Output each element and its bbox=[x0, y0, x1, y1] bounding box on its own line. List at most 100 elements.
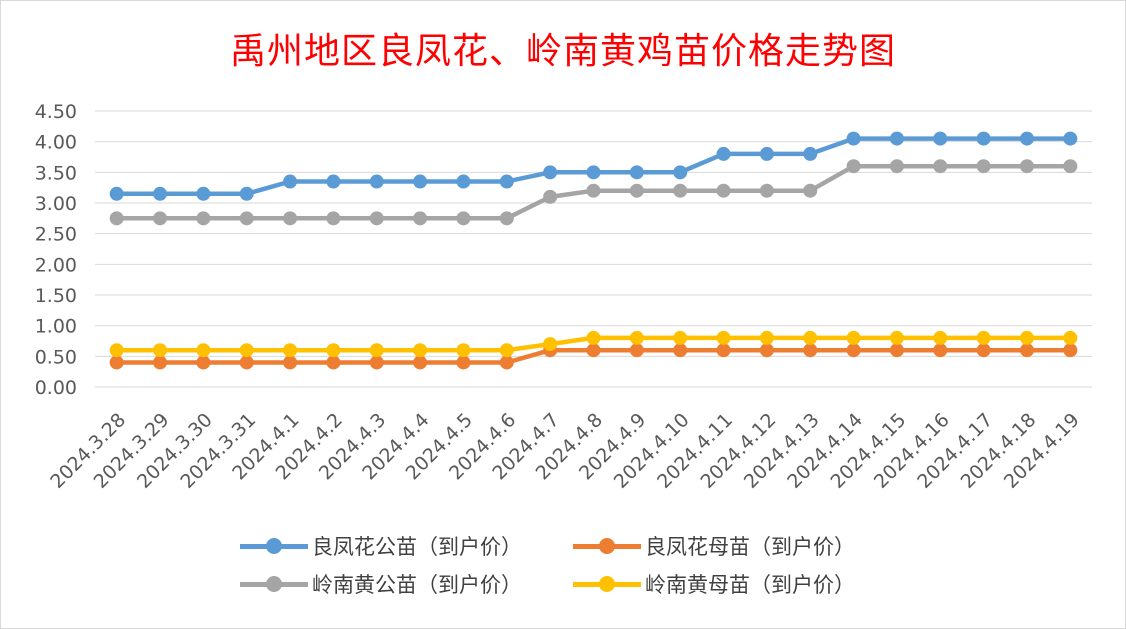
data-point[interactable] bbox=[369, 343, 384, 358]
data-point[interactable] bbox=[239, 211, 254, 226]
data-point[interactable] bbox=[109, 186, 124, 201]
data-point[interactable] bbox=[716, 343, 731, 358]
data-point[interactable] bbox=[803, 330, 818, 345]
data-point[interactable] bbox=[1063, 330, 1078, 345]
data-point[interactable] bbox=[629, 343, 644, 358]
data-point[interactable] bbox=[153, 355, 168, 370]
data-point[interactable] bbox=[629, 183, 644, 198]
data-point[interactable] bbox=[413, 174, 428, 189]
data-point[interactable] bbox=[326, 211, 341, 226]
legend-item-1[interactable]: 良凤花母苗（到户价） bbox=[573, 531, 855, 561]
data-point[interactable] bbox=[673, 343, 688, 358]
data-point[interactable] bbox=[196, 211, 211, 226]
data-point[interactable] bbox=[933, 330, 948, 345]
data-point[interactable] bbox=[889, 330, 904, 345]
legend-item-0[interactable]: 良凤花公苗（到户价） bbox=[240, 531, 522, 561]
data-point[interactable] bbox=[1063, 159, 1078, 174]
data-point[interactable] bbox=[586, 343, 601, 358]
legend-item-3[interactable]: 岭南黄母苗（到户价） bbox=[573, 569, 855, 599]
data-point[interactable] bbox=[889, 343, 904, 358]
data-point[interactable] bbox=[326, 343, 341, 358]
data-point[interactable] bbox=[629, 330, 644, 345]
data-point[interactable] bbox=[759, 146, 774, 161]
data-point[interactable] bbox=[456, 355, 471, 370]
data-point[interactable] bbox=[499, 211, 514, 226]
data-point[interactable] bbox=[846, 330, 861, 345]
data-point[interactable] bbox=[1019, 159, 1034, 174]
data-point[interactable] bbox=[629, 165, 644, 180]
data-point[interactable] bbox=[1063, 131, 1078, 146]
data-point[interactable] bbox=[759, 330, 774, 345]
data-point[interactable] bbox=[976, 159, 991, 174]
data-point[interactable] bbox=[1019, 330, 1034, 345]
data-point[interactable] bbox=[109, 343, 124, 358]
data-point[interactable] bbox=[499, 343, 514, 358]
data-point[interactable] bbox=[1019, 131, 1034, 146]
data-point[interactable] bbox=[326, 174, 341, 189]
data-point[interactable] bbox=[369, 174, 384, 189]
data-point[interactable] bbox=[283, 174, 298, 189]
data-point[interactable] bbox=[673, 183, 688, 198]
data-point[interactable] bbox=[759, 183, 774, 198]
data-point[interactable] bbox=[846, 159, 861, 174]
data-point[interactable] bbox=[889, 131, 904, 146]
data-point[interactable] bbox=[933, 343, 948, 358]
data-point[interactable] bbox=[933, 159, 948, 174]
data-point[interactable] bbox=[196, 186, 211, 201]
series-lines bbox=[109, 131, 1078, 370]
data-point[interactable] bbox=[803, 146, 818, 161]
data-point[interactable] bbox=[369, 211, 384, 226]
data-point[interactable] bbox=[586, 330, 601, 345]
data-point[interactable] bbox=[803, 183, 818, 198]
data-point[interactable] bbox=[673, 165, 688, 180]
data-point[interactable] bbox=[413, 355, 428, 370]
data-point[interactable] bbox=[543, 337, 558, 352]
data-point[interactable] bbox=[499, 174, 514, 189]
data-point[interactable] bbox=[413, 343, 428, 358]
data-point[interactable] bbox=[586, 165, 601, 180]
data-point[interactable] bbox=[109, 355, 124, 370]
data-point[interactable] bbox=[586, 183, 601, 198]
data-point[interactable] bbox=[239, 186, 254, 201]
data-point[interactable] bbox=[153, 211, 168, 226]
data-point[interactable] bbox=[456, 343, 471, 358]
data-point[interactable] bbox=[543, 189, 558, 204]
data-point[interactable] bbox=[283, 211, 298, 226]
x-axis-ticks: 2024.3.282024.3.292024.3.302024.3.312024… bbox=[46, 409, 1084, 493]
data-point[interactable] bbox=[759, 343, 774, 358]
data-point[interactable] bbox=[196, 355, 211, 370]
data-point[interactable] bbox=[803, 343, 818, 358]
data-point[interactable] bbox=[889, 159, 904, 174]
data-point[interactable] bbox=[413, 211, 428, 226]
data-point[interactable] bbox=[716, 183, 731, 198]
y-tick-label: 0.50 bbox=[35, 346, 77, 368]
data-point[interactable] bbox=[369, 355, 384, 370]
series-3 bbox=[109, 330, 1078, 358]
data-point[interactable] bbox=[326, 355, 341, 370]
data-point[interactable] bbox=[846, 131, 861, 146]
data-point[interactable] bbox=[283, 355, 298, 370]
data-point[interactable] bbox=[109, 211, 124, 226]
data-point[interactable] bbox=[933, 131, 948, 146]
data-point[interactable] bbox=[976, 343, 991, 358]
data-point[interactable] bbox=[846, 343, 861, 358]
legend-swatch bbox=[573, 569, 641, 599]
data-point[interactable] bbox=[716, 330, 731, 345]
data-point[interactable] bbox=[1019, 343, 1034, 358]
data-point[interactable] bbox=[716, 146, 731, 161]
data-point[interactable] bbox=[673, 330, 688, 345]
data-point[interactable] bbox=[543, 165, 558, 180]
data-point[interactable] bbox=[153, 186, 168, 201]
data-point[interactable] bbox=[239, 355, 254, 370]
data-point[interactable] bbox=[456, 174, 471, 189]
legend-item-2[interactable]: 岭南黄公苗（到户价） bbox=[240, 569, 522, 599]
data-point[interactable] bbox=[976, 131, 991, 146]
data-point[interactable] bbox=[1063, 343, 1078, 358]
data-point[interactable] bbox=[283, 343, 298, 358]
data-point[interactable] bbox=[153, 343, 168, 358]
data-point[interactable] bbox=[976, 330, 991, 345]
data-point[interactable] bbox=[239, 343, 254, 358]
data-point[interactable] bbox=[499, 355, 514, 370]
data-point[interactable] bbox=[456, 211, 471, 226]
data-point[interactable] bbox=[196, 343, 211, 358]
